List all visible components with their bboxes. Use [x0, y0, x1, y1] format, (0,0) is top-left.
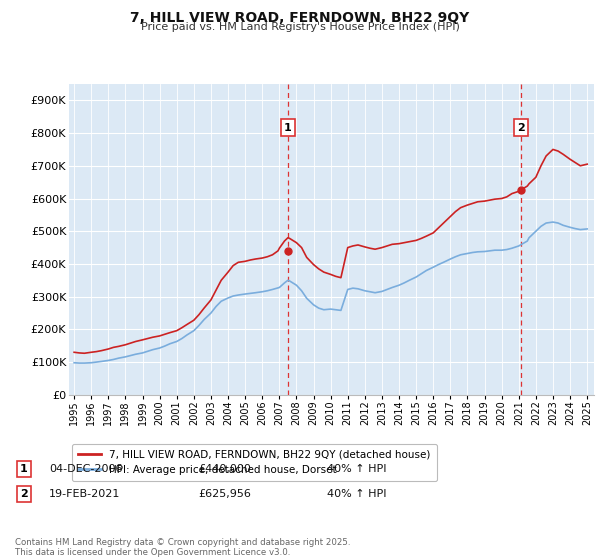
Text: 2: 2	[20, 489, 28, 499]
Text: 2: 2	[517, 123, 524, 133]
Text: 40% ↑ HPI: 40% ↑ HPI	[327, 464, 386, 474]
Text: 04-DEC-2006: 04-DEC-2006	[49, 464, 123, 474]
Text: 7, HILL VIEW ROAD, FERNDOWN, BH22 9QY: 7, HILL VIEW ROAD, FERNDOWN, BH22 9QY	[130, 11, 470, 25]
Text: 40% ↑ HPI: 40% ↑ HPI	[327, 489, 386, 499]
Legend: 7, HILL VIEW ROAD, FERNDOWN, BH22 9QY (detached house), HPI: Average price, deta: 7, HILL VIEW ROAD, FERNDOWN, BH22 9QY (d…	[71, 444, 437, 481]
Text: £440,000: £440,000	[198, 464, 251, 474]
Text: Contains HM Land Registry data © Crown copyright and database right 2025.
This d: Contains HM Land Registry data © Crown c…	[15, 538, 350, 557]
Text: £625,956: £625,956	[198, 489, 251, 499]
Text: 1: 1	[20, 464, 28, 474]
Text: 1: 1	[284, 123, 292, 133]
Text: Price paid vs. HM Land Registry's House Price Index (HPI): Price paid vs. HM Land Registry's House …	[140, 22, 460, 32]
Text: 19-FEB-2021: 19-FEB-2021	[49, 489, 121, 499]
